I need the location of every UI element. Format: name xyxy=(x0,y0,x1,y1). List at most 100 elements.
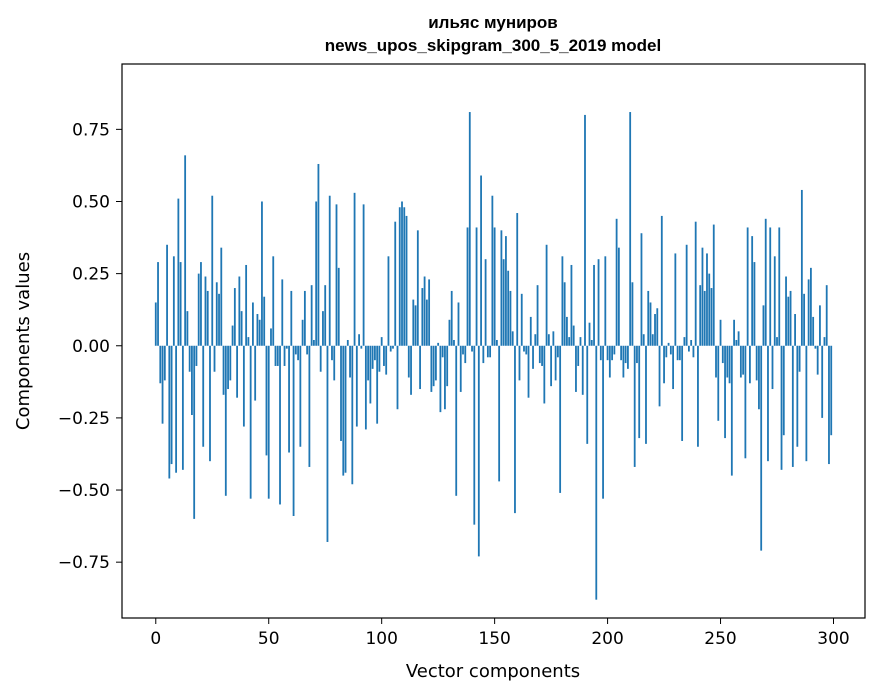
bar xyxy=(331,345,333,361)
bar xyxy=(559,345,562,493)
bar xyxy=(642,334,645,346)
bar xyxy=(489,345,492,358)
bar xyxy=(317,163,320,346)
bar xyxy=(495,339,498,346)
bar xyxy=(170,345,173,465)
bar xyxy=(669,345,672,355)
bar xyxy=(462,345,464,355)
bar xyxy=(290,290,293,346)
bar xyxy=(434,345,437,381)
bar xyxy=(333,345,336,381)
bar xyxy=(292,345,295,517)
bar xyxy=(367,345,370,381)
bar xyxy=(204,276,207,346)
bar xyxy=(748,345,751,384)
bar xyxy=(593,264,595,346)
bar xyxy=(376,345,379,424)
bar xyxy=(828,345,830,465)
bar xyxy=(798,345,801,372)
bar xyxy=(224,345,227,496)
y-tick-label: −0.75 xyxy=(58,553,110,573)
bar xyxy=(166,244,168,346)
bar xyxy=(249,345,252,499)
bar xyxy=(678,345,681,361)
bar xyxy=(159,345,162,384)
bar xyxy=(480,175,482,346)
bar xyxy=(419,345,421,390)
bar xyxy=(358,334,360,346)
bar xyxy=(283,345,286,366)
bar xyxy=(432,345,435,387)
bar xyxy=(527,345,530,398)
bar xyxy=(717,345,720,421)
bar xyxy=(586,345,589,444)
bar xyxy=(516,213,519,346)
bar xyxy=(337,267,340,346)
bar xyxy=(387,256,390,346)
bar xyxy=(654,314,656,346)
bar xyxy=(638,345,641,439)
bar xyxy=(663,345,665,384)
bar xyxy=(373,345,376,361)
bar xyxy=(683,337,686,346)
bar xyxy=(265,345,268,456)
bar xyxy=(697,345,699,447)
bar xyxy=(161,345,164,424)
bar xyxy=(157,262,159,346)
bar xyxy=(416,230,419,346)
bar xyxy=(394,221,397,346)
bar xyxy=(340,345,342,441)
bar xyxy=(613,345,616,355)
bar xyxy=(735,339,738,346)
bar xyxy=(703,290,706,346)
bar xyxy=(308,345,311,467)
bar xyxy=(780,345,783,470)
y-tick-label: −0.25 xyxy=(58,409,110,429)
bar xyxy=(791,345,794,467)
bar xyxy=(547,334,550,346)
x-axis-ticks: 0 50 100 150 200 250 300 xyxy=(150,618,850,649)
bar xyxy=(346,339,349,346)
bar xyxy=(421,288,424,346)
bar xyxy=(328,195,331,346)
bar xyxy=(301,319,304,346)
bar xyxy=(313,339,315,346)
bar xyxy=(297,345,299,361)
bar xyxy=(627,345,629,369)
x-tick-label: 150 xyxy=(478,629,510,649)
bar xyxy=(355,345,358,427)
bar xyxy=(785,276,787,346)
bar xyxy=(457,302,460,346)
bar xyxy=(299,345,302,447)
bar xyxy=(660,215,663,346)
bar xyxy=(597,259,600,346)
bar xyxy=(767,345,769,462)
bar xyxy=(751,236,754,346)
bar xyxy=(809,267,812,346)
bar xyxy=(493,227,496,346)
bar xyxy=(272,256,275,346)
bar xyxy=(362,204,365,346)
bar xyxy=(471,345,473,352)
chart-title: ильяс муниров xyxy=(428,13,558,32)
bar xyxy=(550,345,553,387)
bar xyxy=(256,314,259,346)
bar xyxy=(353,192,356,346)
bar xyxy=(441,345,444,358)
bar xyxy=(200,262,202,346)
bar xyxy=(378,345,381,372)
bar xyxy=(281,279,284,346)
bar xyxy=(195,345,198,366)
bar xyxy=(360,345,363,349)
bar xyxy=(712,224,715,346)
bar xyxy=(590,339,593,346)
bar xyxy=(369,345,372,404)
bar xyxy=(491,195,494,346)
chart-subtitle: news_upos_skipgram_300_5_2019 model xyxy=(325,36,661,55)
bar xyxy=(197,273,200,346)
y-tick-label: 0.50 xyxy=(72,192,110,212)
bar xyxy=(179,262,182,346)
bar xyxy=(211,195,214,346)
bar xyxy=(453,339,455,346)
